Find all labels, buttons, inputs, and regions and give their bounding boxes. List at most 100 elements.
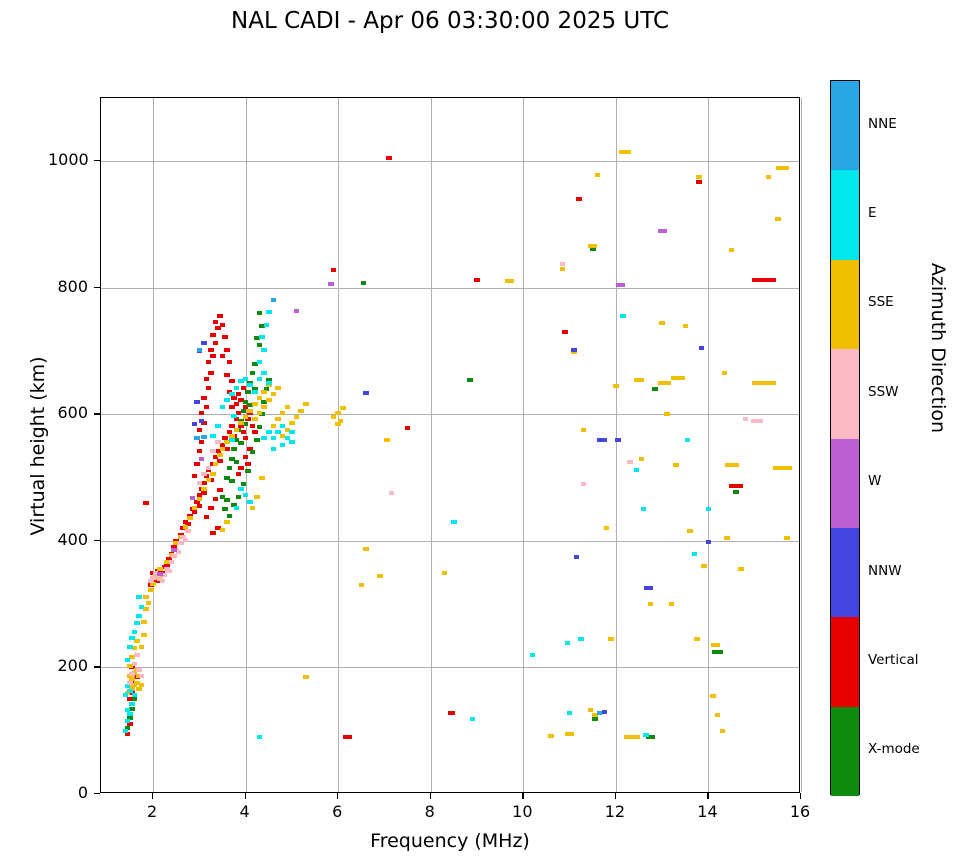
scatter-point — [127, 712, 133, 717]
scatter-point — [360, 280, 367, 285]
scatter-point — [256, 360, 263, 365]
scatter-point — [335, 411, 341, 416]
scatter-point — [682, 323, 689, 328]
scatter-point — [340, 406, 346, 411]
y-axis-label: Virtual height (km) — [27, 356, 49, 536]
scatter-point — [261, 347, 267, 352]
scatter-point — [233, 506, 240, 510]
scatter-point — [386, 156, 392, 161]
y-tick-label: 600 — [57, 403, 88, 423]
scatter-point — [238, 423, 244, 428]
colorbar-segment-label: Vertical — [868, 651, 919, 668]
scatter-point — [226, 389, 233, 394]
scatter-point — [145, 600, 152, 605]
scatter-point — [738, 567, 744, 572]
scatter-point — [201, 434, 207, 439]
scatter-point — [127, 664, 133, 669]
scatter-point — [136, 594, 142, 599]
scatter-point — [289, 421, 295, 426]
grid-line-x — [708, 98, 710, 792]
x-tick-label: 6 — [332, 802, 343, 821]
scatter-point — [261, 399, 267, 404]
scatter-point — [198, 456, 205, 461]
scatter-point — [247, 499, 254, 504]
scatter-point — [742, 417, 749, 422]
scatter-point — [576, 197, 582, 202]
x-tick-mark — [522, 793, 524, 799]
scatter-point — [134, 638, 140, 643]
scatter-point — [259, 323, 265, 328]
scatter-point — [580, 428, 587, 433]
scatter-point — [210, 433, 216, 438]
scatter-point — [157, 576, 163, 581]
scatter-point — [212, 455, 219, 460]
scatter-point — [131, 646, 138, 651]
colorbar-segment — [831, 81, 859, 171]
scatter-point — [261, 404, 267, 409]
scatter-point — [592, 717, 598, 722]
scatter-point — [240, 430, 247, 435]
scatter-point — [559, 261, 566, 266]
scatter-point — [245, 461, 251, 466]
colorbar-segment — [831, 170, 859, 260]
scatter-point — [247, 383, 254, 388]
scatter-point — [404, 426, 411, 431]
scatter-point — [127, 645, 133, 650]
scatter-point — [601, 709, 608, 714]
scatter-point — [173, 541, 179, 546]
scatter-point — [240, 481, 247, 486]
scatter-point — [134, 652, 140, 657]
scatter-point — [252, 387, 258, 392]
scatter-point — [222, 335, 228, 340]
scatter-point — [242, 376, 249, 381]
scatter-point — [608, 636, 615, 641]
scatter-point — [270, 392, 277, 397]
scatter-point — [238, 398, 244, 403]
scatter-point — [638, 456, 645, 461]
scatter-point — [217, 313, 223, 318]
colorbar-segment — [831, 527, 859, 618]
scatter-point — [613, 383, 619, 388]
scatter-point — [363, 391, 369, 396]
scatter-point — [664, 412, 670, 417]
colorbar-segment — [831, 259, 859, 350]
scatter-point — [228, 392, 235, 397]
scatter-point — [240, 409, 247, 414]
colorbar-segment-label: NNW — [868, 562, 902, 579]
scatter-point — [623, 735, 641, 740]
scatter-point — [724, 535, 730, 540]
scatter-point — [129, 676, 135, 681]
scatter-point — [196, 449, 203, 454]
scatter-point — [328, 282, 335, 287]
scatter-point — [752, 380, 776, 385]
scatter-point — [298, 408, 304, 413]
scatter-point — [138, 674, 145, 679]
scatter-point — [293, 309, 300, 314]
scatter-point — [205, 465, 212, 470]
y-tick-mark — [94, 793, 100, 795]
scatter-point — [330, 268, 337, 273]
scatter-point — [164, 566, 170, 571]
chart-title: NAL CADI - Apr 06 03:30:00 2025 UTC — [231, 8, 669, 34]
scatter-point — [448, 711, 456, 715]
x-tick-label: 2 — [146, 802, 158, 821]
scatter-point — [238, 421, 244, 426]
scatter-point — [201, 490, 207, 495]
scatter-point — [626, 459, 633, 464]
scatter-point — [728, 247, 735, 252]
colorbar-segment — [831, 438, 859, 528]
scatter-point — [210, 531, 216, 536]
x-tick-label: 10 — [512, 802, 533, 821]
scatter-point — [217, 459, 223, 464]
scatter-point — [293, 414, 300, 419]
scatter-point — [474, 278, 480, 283]
scatter-point — [124, 684, 131, 689]
scatter-point — [694, 636, 700, 641]
scatter-point — [247, 411, 254, 416]
scatter-point — [633, 468, 640, 473]
scatter-point — [265, 430, 272, 435]
scatter-point — [205, 385, 212, 390]
scatter-point — [201, 341, 207, 346]
scatter-point — [175, 550, 182, 555]
scatter-point — [358, 583, 365, 588]
